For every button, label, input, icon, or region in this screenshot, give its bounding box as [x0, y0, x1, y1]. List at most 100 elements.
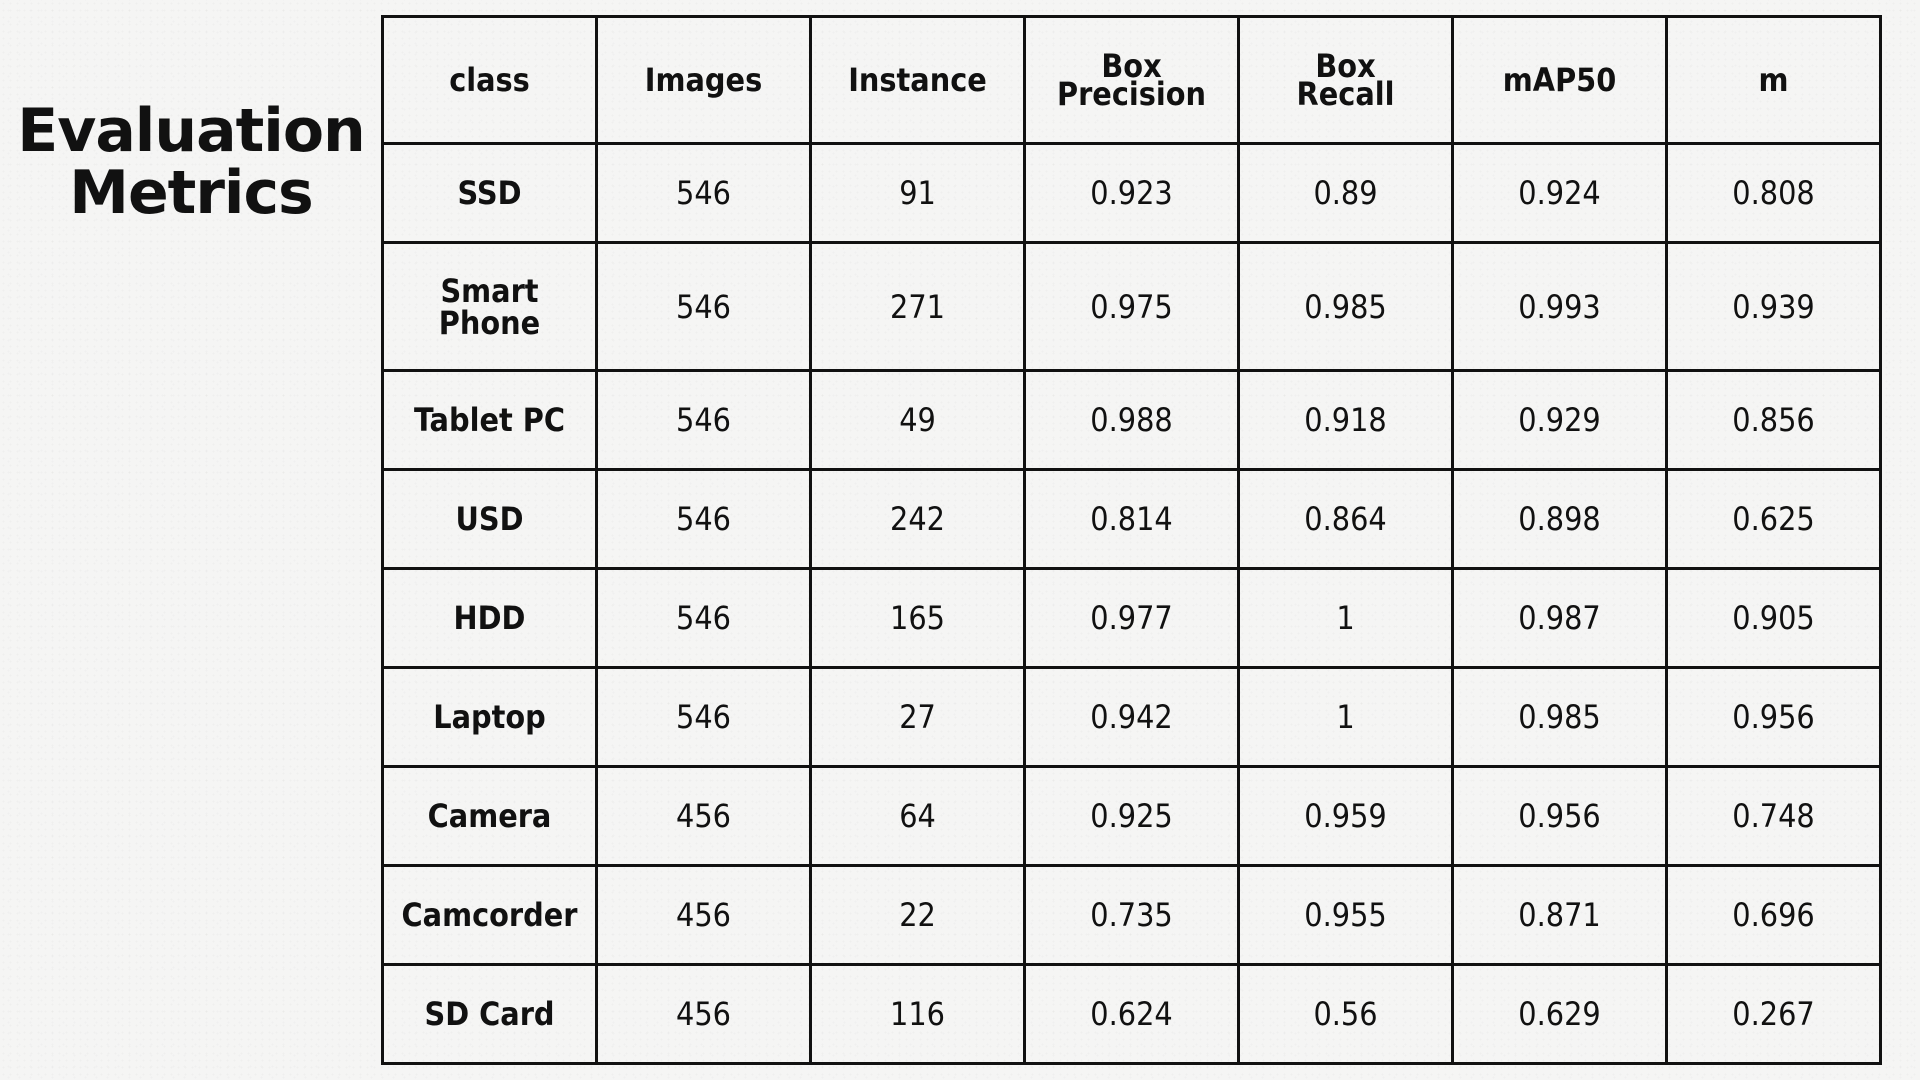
value-cell: 0.987: [1451, 567, 1668, 669]
column-header-text: Recall: [1296, 75, 1395, 113]
value-cell: 22: [809, 864, 1026, 966]
value-cell: 0.624: [1023, 963, 1240, 1065]
column-header-text: m: [1758, 61, 1789, 99]
column-header-text: Instance: [848, 61, 987, 99]
value-cell: 0.975: [1023, 241, 1240, 372]
column-header-class: class: [381, 15, 598, 145]
class-cell: USD: [381, 468, 598, 570]
value-cell: 456: [595, 864, 812, 966]
table-row: Laptop 546 27 0.942 1 0.985 0.956: [381, 666, 1882, 768]
value-cell: 1: [1237, 666, 1454, 768]
value-cell: 0.748: [1665, 765, 1882, 867]
class-label: HDD: [453, 599, 526, 637]
value-cell: 0.267: [1665, 963, 1882, 1065]
value-cell: 49: [809, 369, 1026, 471]
value-cell: 0.923: [1023, 142, 1240, 244]
class-label: Laptop: [433, 698, 546, 736]
value-cell: 0.905: [1665, 567, 1882, 669]
value-cell: 27: [809, 666, 1026, 768]
class-label: Camera: [427, 797, 552, 835]
column-header-text: Precision: [1056, 75, 1207, 113]
value-cell: 242: [809, 468, 1026, 570]
class-cell: Laptop: [381, 666, 598, 768]
value-cell: 0.956: [1451, 765, 1668, 867]
value-cell: 546: [595, 567, 812, 669]
value-cell: 0.929: [1451, 369, 1668, 471]
page-title-line-2: Metrics: [69, 158, 314, 228]
value-cell: 0.898: [1451, 468, 1668, 570]
value-cell: 0.871: [1451, 864, 1668, 966]
value-cell: 0.985: [1451, 666, 1668, 768]
value-cell: 0.814: [1023, 468, 1240, 570]
value-cell: 0.924: [1451, 142, 1668, 244]
value-cell: 116: [809, 963, 1026, 1065]
value-cell: 0.985: [1237, 241, 1454, 372]
page-title: Evaluation Metrics: [0, 100, 382, 224]
value-cell: 0.625: [1665, 468, 1882, 570]
value-cell: 165: [809, 567, 1026, 669]
class-label: Tablet PC: [414, 401, 565, 439]
class-cell: Tablet PC: [381, 369, 598, 471]
column-header-text: mAP50: [1502, 61, 1617, 99]
header-row: class Images Instance Box Precision Box Recall…: [381, 15, 1882, 145]
value-cell: 0.993: [1451, 241, 1668, 372]
table-row: Camera 456 64 0.925 0.959 0.956 0.748: [381, 765, 1882, 867]
column-header-text: class: [449, 61, 530, 99]
class-cell: Smart Phone: [381, 241, 598, 372]
table-row: Tablet PC 546 49 0.988 0.918 0.929 0.856: [381, 369, 1882, 471]
value-cell: 0.955: [1237, 864, 1454, 966]
value-cell: 64: [809, 765, 1026, 867]
value-cell: 546: [595, 241, 812, 372]
value-cell: 0.629: [1451, 963, 1668, 1065]
table-header: class Images Instance Box Precision Box Recall…: [381, 15, 1882, 145]
table-row: USD 546 242 0.814 0.864 0.898 0.625: [381, 468, 1882, 570]
value-cell: 0.808: [1665, 142, 1882, 244]
value-cell: 546: [595, 142, 812, 244]
table-row: SD Card 456 116 0.624 0.56 0.629 0.267: [381, 963, 1882, 1065]
value-cell: 546: [595, 369, 812, 471]
class-cell: Camera: [381, 765, 598, 867]
value-cell: 0.918: [1237, 369, 1454, 471]
table-row: Smart Phone 546 271 0.975 0.985 0.993 0.939: [381, 241, 1882, 372]
column-header-instance: Instance: [809, 15, 1026, 145]
column-header-box-precision: Box Precision: [1023, 15, 1240, 145]
value-cell: 0.696: [1665, 864, 1882, 966]
column-header-m: m: [1665, 15, 1882, 145]
class-label: SD Card: [424, 995, 555, 1033]
class-label: Smart: [440, 271, 539, 310]
table-body: SSD 546 91 0.923 0.89 0.924 0.808 Smart Phone 546…: [381, 142, 1882, 1065]
column-header-map50: mAP50: [1451, 15, 1668, 145]
class-label: Phone: [438, 303, 541, 342]
class-label: SSD: [457, 174, 522, 212]
value-cell: 546: [595, 666, 812, 768]
class-label: USD: [455, 500, 524, 538]
class-cell: SSD: [381, 142, 598, 244]
table-row: HDD 546 165 0.977 1 0.987 0.905: [381, 567, 1882, 669]
value-cell: 0.988: [1023, 369, 1240, 471]
value-cell: 1: [1237, 567, 1454, 669]
value-cell: 0.959: [1237, 765, 1454, 867]
value-cell: 0.735: [1023, 864, 1240, 966]
value-cell: 0.856: [1665, 369, 1882, 471]
class-cell: SD Card: [381, 963, 598, 1065]
value-cell: 0.925: [1023, 765, 1240, 867]
column-header-text: Box: [1315, 47, 1376, 85]
value-cell: 0.942: [1023, 666, 1240, 768]
value-cell: 0.89: [1237, 142, 1454, 244]
column-header-text: Images: [644, 61, 763, 99]
value-cell: 0.939: [1665, 241, 1882, 372]
column-header-text: Box: [1101, 47, 1162, 85]
value-cell: 0.864: [1237, 468, 1454, 570]
metrics-table: class Images Instance Box Precision Box Recall…: [381, 15, 1882, 1065]
column-header-images: Images: [595, 15, 812, 145]
value-cell: 91: [809, 142, 1026, 244]
class-cell: Camcorder: [381, 864, 598, 966]
page-title-line-1: Evaluation: [17, 96, 366, 166]
column-header-box-recall: Box Recall: [1237, 15, 1454, 145]
value-cell: 546: [595, 468, 812, 570]
value-cell: 271: [809, 241, 1026, 372]
value-cell: 456: [595, 963, 812, 1065]
value-cell: 0.956: [1665, 666, 1882, 768]
class-label: Camcorder: [401, 896, 578, 934]
class-cell: HDD: [381, 567, 598, 669]
